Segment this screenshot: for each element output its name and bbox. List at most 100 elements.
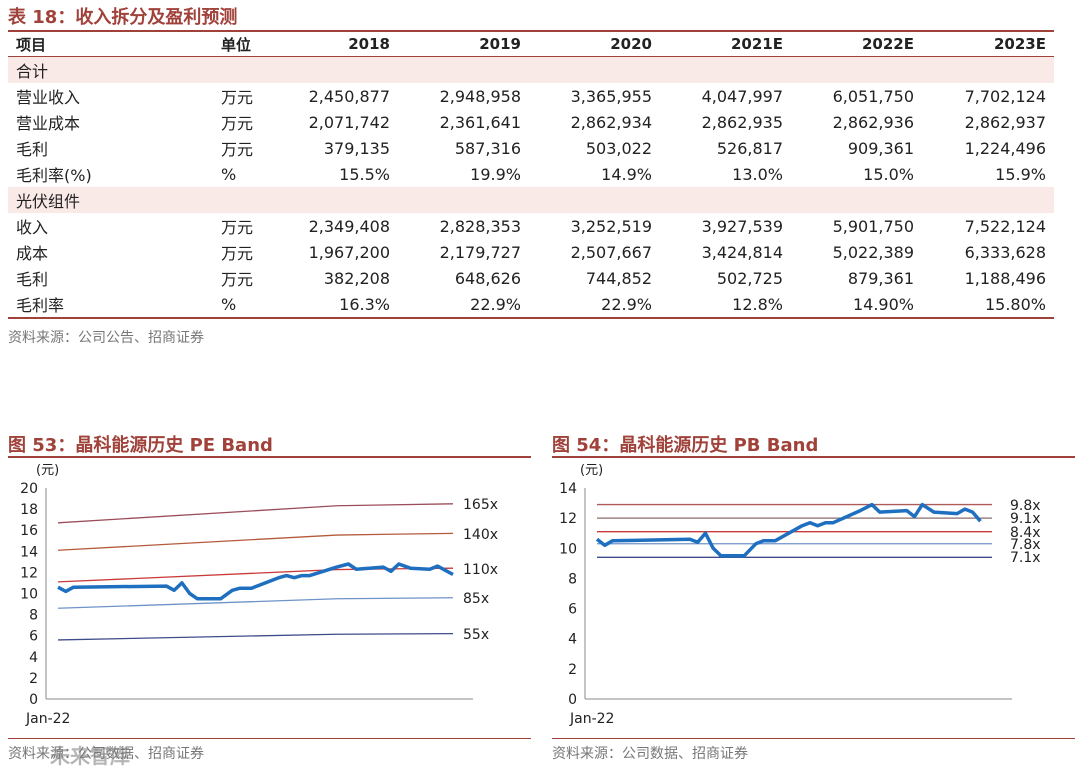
table-cell: 7,522,124 <box>964 216 1046 236</box>
pe-band-source: 资料来源：公司数据、招商证券 <box>8 746 204 762</box>
col-header-2020: 2020 <box>610 35 652 53</box>
band-label-7.8x: 7.8x <box>1010 537 1041 553</box>
x-tick-label: Jan-22 <box>25 711 70 727</box>
band-label-85x: 85x <box>463 591 489 607</box>
table-cell: 648,626 <box>454 268 521 288</box>
row-label: 毛利 <box>16 140 49 159</box>
band-label-9.8x: 9.8x <box>1010 498 1041 514</box>
row-label: 毛利率(%) <box>16 166 92 185</box>
row-label: 毛利 <box>16 270 49 289</box>
y-tick-label: 12 <box>20 565 38 581</box>
table-cell: 22.9% <box>470 294 521 314</box>
table-cell: 16.3% <box>339 294 390 314</box>
pe-band-chart: (元) 0 2 4 6 8 10 12 14 16 18 20 Jan-22 165x 140x 110x 85… <box>20 463 498 727</box>
y-axis-unit: (元) <box>580 463 603 478</box>
row-unit: 万元 <box>221 218 254 237</box>
table-cell: 3,365,955 <box>570 86 652 106</box>
col-header-2019: 2019 <box>479 35 521 53</box>
table-cell: 2,862,937 <box>964 112 1046 132</box>
y-tick-label: 0 <box>568 692 577 708</box>
y-tick-label: 18 <box>20 502 38 518</box>
y-tick-label: 14 <box>20 544 38 560</box>
pb-band-bottom-rule <box>552 738 1075 739</box>
row-label: 营业收入 <box>16 88 81 107</box>
table-row: 营业成本 万元 2,071,742 2,361,641 2,862,934 2,862,9… <box>8 109 1054 135</box>
section-label: 光伏组件 <box>8 187 1054 213</box>
table-cell: 3,252,519 <box>570 216 652 236</box>
table-cell: 1,188,496 <box>964 268 1046 288</box>
row-unit: % <box>221 164 237 184</box>
table-row: 毛利率% 16.3% 22.9% 22.9% 12.8% 14.90% 15.80% <box>8 291 1054 318</box>
pe-band-title: 图 53：晶科能源历史 PE Band <box>8 435 273 456</box>
watermark-text: 未来智库 <box>50 744 130 768</box>
col-header-2018: 2018 <box>348 35 390 53</box>
table-cell: 526,817 <box>716 138 783 158</box>
band-line-165x <box>57 503 454 524</box>
band-line-55x <box>57 632 454 641</box>
table-cell: 15.0% <box>863 164 914 184</box>
band-label-165x: 165x <box>463 497 498 513</box>
pb-band-title: 图 54：晶科能源历史 PB Band <box>552 435 819 456</box>
pe-band-bottom-rule <box>8 738 531 739</box>
row-label: 成本 <box>16 244 49 263</box>
table-cell: 14.90% <box>852 294 914 314</box>
price-line <box>57 562 454 601</box>
row-unit: 万元 <box>221 244 254 263</box>
table-row: 毛利 万元 382,208 648,626 744,852 502,725 879,361 1… <box>8 265 1054 291</box>
table-cell: 2,862,936 <box>832 112 914 132</box>
table-cell: 3,424,814 <box>701 242 783 262</box>
row-label: 毛利率 <box>16 296 65 315</box>
table-cell: 2,450,877 <box>308 86 390 106</box>
table-cell: 379,135 <box>323 138 390 158</box>
band-label-7.1x: 7.1x <box>1010 550 1041 566</box>
pb-band-source: 资料来源：公司数据、招商证券 <box>552 746 748 762</box>
table-cell: 2,071,742 <box>308 112 390 132</box>
table-cell: 1,224,496 <box>964 138 1046 158</box>
y-tick-label: 20 <box>20 481 38 497</box>
table-row: 收入 万元 2,349,408 2,828,353 3,252,519 3,927,539… <box>8 213 1054 239</box>
table-cell: 15.80% <box>984 294 1046 314</box>
y-tick-label: 8 <box>29 608 38 624</box>
table-cell: 22.9% <box>601 294 652 314</box>
col-header-2021e: 2021E <box>731 35 783 53</box>
band-label-110x: 110x <box>463 562 498 578</box>
table-cell: 15.5% <box>339 164 390 184</box>
table-cell: 6,333,628 <box>964 242 1046 262</box>
pb-band-chart: (元) 0 2 4 6 8 10 12 14 Jan-22 9.8x9.1x8.4x7.8x7.1x <box>559 463 1041 727</box>
table-cell: 6,051,750 <box>832 86 914 106</box>
table-cell: 13.0% <box>732 164 783 184</box>
band-line-140x <box>57 532 454 551</box>
table-cell: 4,047,997 <box>701 86 783 106</box>
y-tick-label: 0 <box>29 692 38 708</box>
table-cell: 2,507,667 <box>570 242 652 262</box>
y-tick-label: 12 <box>559 511 577 527</box>
table-cell: 3,927,539 <box>701 216 783 236</box>
table-title: 表 18：收入拆分及盈利预测 <box>8 7 238 28</box>
band-label-55x: 55x <box>463 627 489 643</box>
row-label: 收入 <box>16 218 49 237</box>
col-header-2023e: 2023E <box>994 35 1046 53</box>
table-cell: 2,179,727 <box>439 242 521 262</box>
col-header-item: 项目 <box>16 35 47 54</box>
table-row: 成本 万元 1,967,200 2,179,727 2,507,667 3,424,814… <box>8 239 1054 265</box>
table-cell: 2,361,641 <box>439 112 521 132</box>
row-unit: % <box>221 294 237 314</box>
table-cell: 2,349,408 <box>308 216 390 236</box>
revenue-table: 项目 单位 2018 2019 2020 2021E 2022E 2023E 合… <box>8 30 1054 319</box>
y-tick-label: 14 <box>559 481 577 497</box>
col-header-2022e: 2022E <box>862 35 914 53</box>
y-tick-label: 6 <box>29 629 38 645</box>
table-cell: 587,316 <box>454 138 521 158</box>
table-cell: 2,862,934 <box>570 112 652 132</box>
table-row: 毛利率(%)% 15.5% 19.9% 14.9% 13.0% 15.0% 15.9% <box>8 161 1054 187</box>
table-cell: 12.8% <box>732 294 783 314</box>
table-row: 营业收入 万元 2,450,877 2,948,958 3,365,955 4,047,9… <box>8 83 1054 109</box>
row-unit: 万元 <box>221 140 254 159</box>
table-row: 毛利 万元 379,135 587,316 503,022 526,817 909,361 1… <box>8 135 1054 161</box>
y-tick-label: 6 <box>568 602 577 618</box>
table-cell: 2,862,935 <box>701 112 783 132</box>
table-cell: 2,828,353 <box>439 216 521 236</box>
table-cell: 879,361 <box>847 268 914 288</box>
y-tick-label: 10 <box>559 541 577 557</box>
table-cell: 14.9% <box>601 164 652 184</box>
